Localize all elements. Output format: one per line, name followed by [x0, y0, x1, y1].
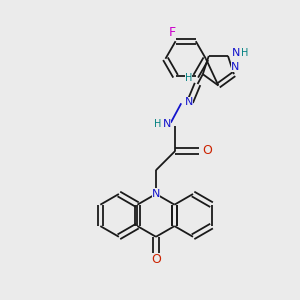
Text: O: O [202, 144, 212, 158]
Text: H: H [241, 48, 248, 58]
Text: N: N [232, 48, 241, 58]
Text: F: F [169, 26, 176, 39]
Text: N: N [184, 97, 193, 107]
Text: N: N [231, 62, 240, 72]
Text: H: H [185, 73, 192, 83]
Text: N: N [152, 189, 160, 199]
Text: O: O [151, 253, 161, 266]
Text: H: H [154, 119, 162, 129]
Text: N: N [163, 119, 171, 129]
